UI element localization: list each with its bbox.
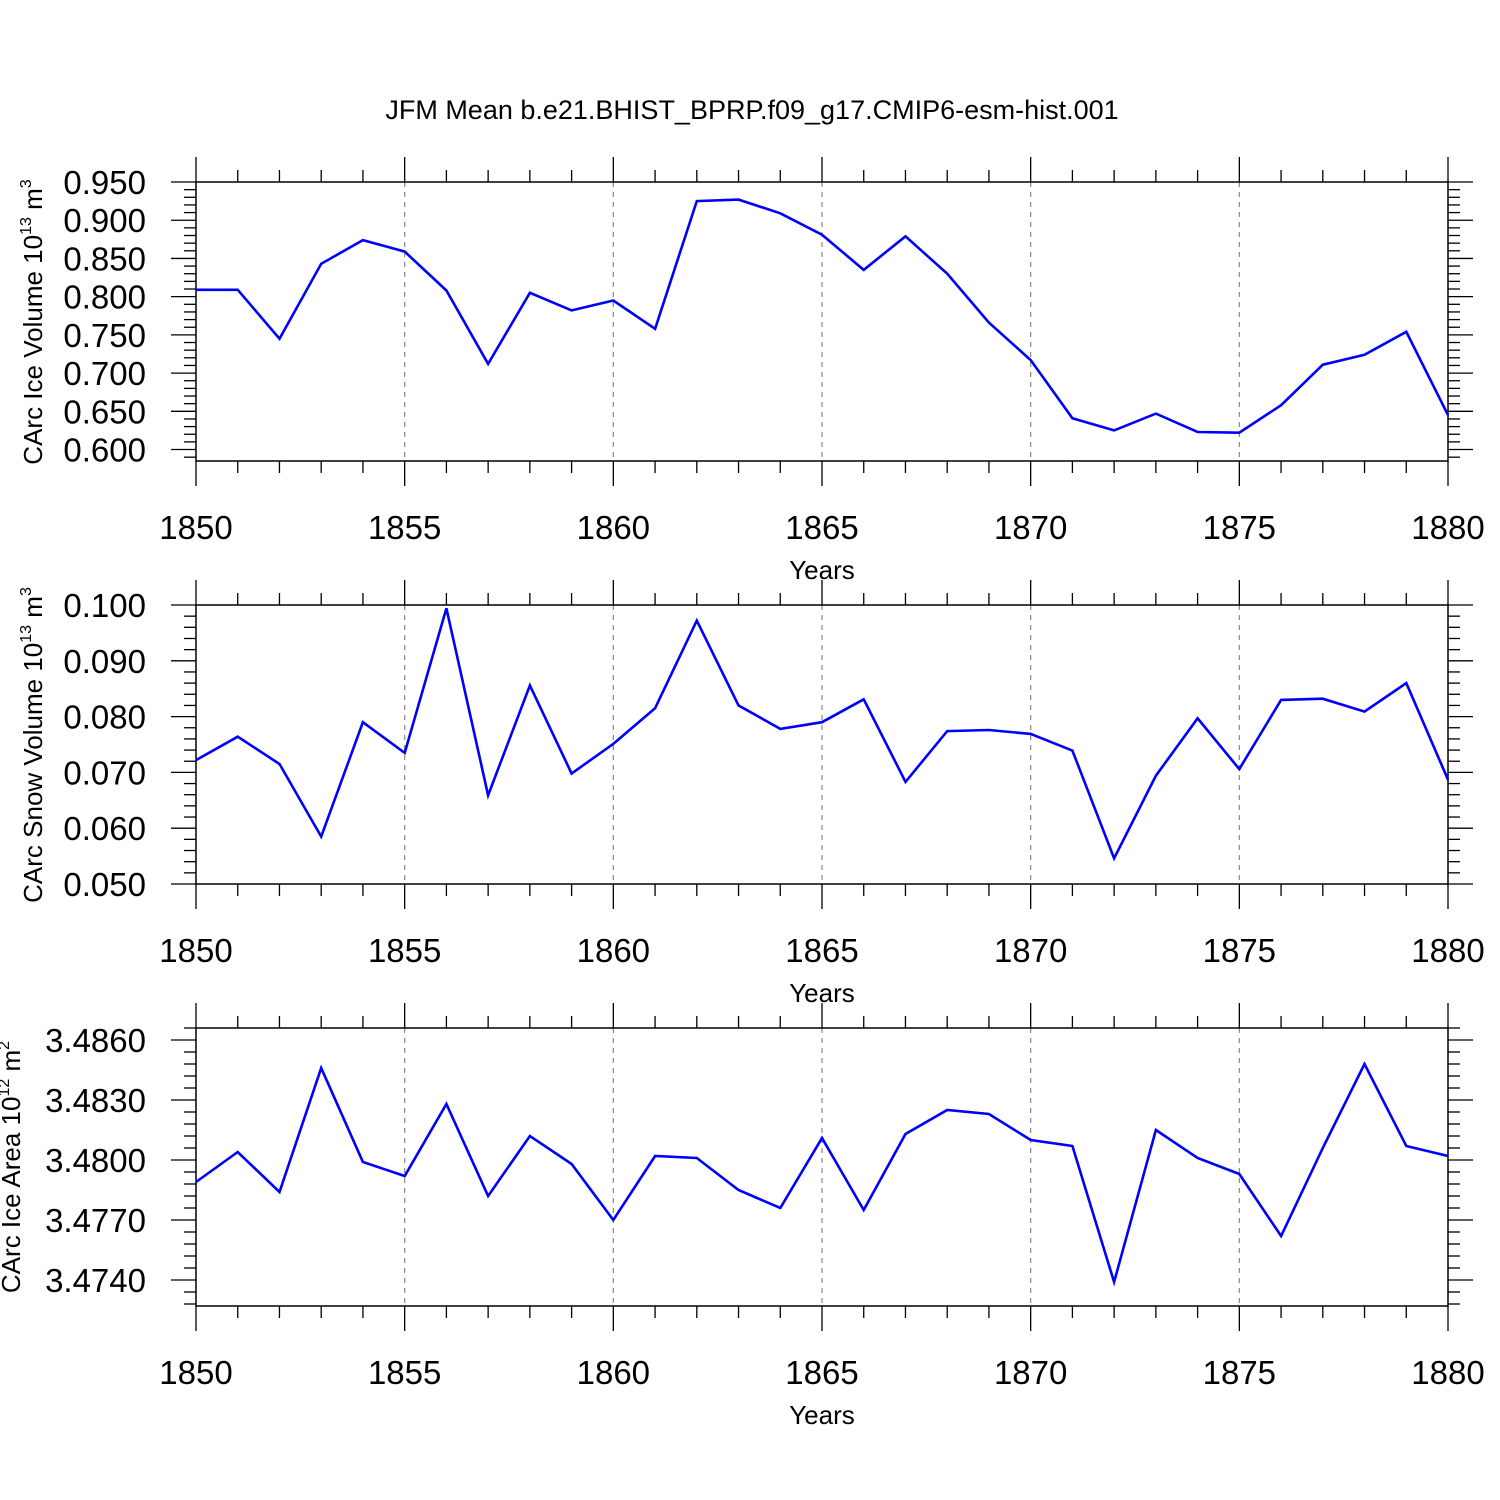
series-line [196,198,1450,435]
panel-1: 0.6000.6500.7000.7500.8000.8500.9000.950… [18,157,1485,585]
y-tick-label: 3.4860 [45,1022,146,1059]
x-tick-label: 1875 [1203,1354,1276,1391]
y-tick-label: 0.750 [63,317,146,354]
y-tick-label: 0.070 [63,754,146,791]
figure-title: JFM Mean b.e21.BHIST_BPRP.f09_g17.CMIP6-… [385,95,1118,125]
x-tick-label: 1860 [577,1354,650,1391]
x-tick-label: 1870 [994,1354,1067,1391]
y-tick-label: 3.4800 [45,1142,146,1179]
y-axis-label-unit-exponent: 2 [0,1041,13,1050]
x-tick-label: 1870 [994,509,1067,546]
x-tick-label: 1875 [1203,932,1276,969]
x-tick-label: 1850 [159,509,232,546]
y-axis-label-text: CArc Ice Area 10 [0,1097,26,1294]
y-axis-label: CArc Ice Area 1012 m2 [0,1041,26,1293]
x-tick-label: 1880 [1411,932,1484,969]
y-tick-label: 0.700 [63,355,146,392]
x-tick-label: 1850 [159,932,232,969]
y-tick-label: 0.850 [63,240,146,277]
x-tick-label: 1850 [159,1354,232,1391]
y-tick-label: 0.100 [63,587,146,624]
y-axis-label: CArc Snow Volume 1013 m3 [18,587,48,903]
panels: 0.6000.6500.7000.7500.8000.8500.9000.950… [0,157,1485,1430]
y-axis-label: CArc Ice Volume 1013 m3 [18,179,48,464]
series-line [195,607,1450,862]
plot-frame [195,1027,1449,1307]
x-tick-label: 1855 [368,1354,441,1391]
y-tick-label: 0.050 [63,866,146,903]
y-tick-label: 0.600 [63,432,146,469]
x-tick-label: 1865 [785,509,858,546]
y-tick-label: 0.900 [63,202,146,239]
y-tick-label: 0.950 [63,164,146,201]
x-tick-label: 1860 [577,932,650,969]
series-line [195,1061,1449,1287]
y-tick-label: 0.090 [63,643,146,680]
y-axis-label-unit-exponent: 3 [18,179,35,188]
x-tick-label: 1855 [368,509,441,546]
y-axis-label-text: CArc Snow Volume 10 [18,643,48,903]
x-tick-label: 1855 [368,932,441,969]
y-tick-label: 0.800 [63,279,146,316]
y-axis-label-exponent: 13 [18,217,35,235]
y-tick-label: 0.650 [63,393,146,430]
x-tick-label: 1870 [994,932,1067,969]
y-axis-label-unit: m [0,1050,26,1079]
y-tick-label: 3.4740 [45,1262,146,1299]
x-tick-label: 1860 [577,509,650,546]
x-tick-label: 1880 [1411,1354,1484,1391]
x-tick-label: 1880 [1411,509,1484,546]
x-tick-label: 1865 [785,1354,858,1391]
y-axis-label-text: CArc Ice Volume 10 [18,235,48,465]
plot-frame [195,181,1449,462]
y-tick-label: 3.4770 [45,1202,146,1239]
panel-2: 0.050 0.060 0.070 0.080 0.090 0.100 1850 1855 18… [18,580,1485,1008]
plot-frame [195,604,1449,885]
y-axis-label-unit: m [18,188,48,217]
x-axis-label: Years [789,1400,855,1430]
y-axis-label-unit-exponent: 3 [18,587,35,596]
y-tick-label: 0.080 [63,699,146,736]
y-axis-label-unit: m [18,596,48,625]
panel-3: 3.4740 3.4770 3.4800 3.4830 3.4860 1850 1855 18… [0,1003,1485,1430]
x-tick-label: 1875 [1203,509,1276,546]
y-axis-label-exponent: 12 [0,1079,13,1097]
y-axis-label-exponent: 13 [18,625,35,643]
y-tick-label: 3.4830 [45,1082,146,1119]
y-tick-label: 0.060 [63,810,146,847]
x-tick-label: 1865 [785,932,858,969]
